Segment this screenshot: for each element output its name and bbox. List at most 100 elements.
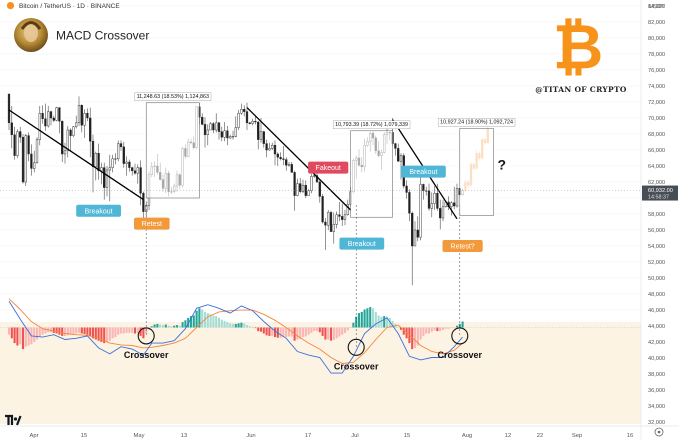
macd-histogram-bar [41, 327, 44, 335]
price-candle [122, 146, 125, 164]
macd-histogram-bar [425, 327, 428, 334]
price-candle [436, 192, 439, 209]
price-candle [21, 136, 25, 183]
macd-histogram-bar [430, 327, 433, 332]
trendline[interactable] [246, 107, 352, 211]
price-candle [259, 131, 263, 140]
signal-line [8, 298, 463, 364]
price-candle [58, 107, 61, 122]
price-candle [142, 192, 145, 212]
price-candle [10, 122, 13, 136]
macd-histogram-bar [341, 327, 344, 335]
macd-histogram-bar [245, 325, 249, 328]
macd-histogram-bar [58, 327, 61, 335]
measurement-box[interactable] [350, 130, 393, 218]
price-candle [282, 158, 285, 160]
measurement-label-box [437, 118, 516, 127]
macd-histogram-bar [89, 327, 92, 336]
macd-histogram-bar [357, 313, 361, 328]
macd-histogram-bar [27, 327, 30, 346]
macd-histogram-bar [240, 322, 243, 328]
macd-histogram-bar [313, 327, 316, 332]
macd-histogram-bar [226, 322, 229, 328]
author-avatar [14, 18, 48, 52]
countdown-label: 14:58:37 [648, 195, 669, 201]
crossover-label: Crossover [124, 350, 169, 360]
time-tick-label: Apr [29, 433, 38, 439]
macd-histogram-bar [159, 324, 162, 328]
price-tick-label: 54,000 [648, 244, 665, 250]
macd-histogram-bar [257, 327, 260, 332]
price-tick-label: 70,000 [648, 116, 665, 122]
macd-histogram-bar [327, 327, 330, 340]
price-tick-label: 64,000 [648, 164, 665, 170]
macd-histogram-bar [63, 327, 67, 336]
macd-pane [0, 298, 641, 374]
macd-histogram-bar [52, 327, 55, 333]
macd-histogram-bar [103, 327, 106, 344]
price-candle [296, 183, 299, 196]
macd-histogram-bar [307, 327, 310, 335]
measurement-box[interactable] [145, 102, 200, 199]
price-candle [450, 202, 453, 208]
macd-histogram-bar [24, 327, 27, 347]
time-settings-icon[interactable] [654, 427, 664, 437]
macd-histogram-bar [411, 327, 414, 350]
macd-histogram-bar [405, 327, 408, 339]
macd-histogram-bar [117, 327, 120, 335]
price-tick-label: 66,000 [648, 148, 665, 154]
price-candle [427, 190, 431, 209]
trendline[interactable] [8, 109, 144, 201]
macd-histogram-bar [66, 327, 69, 336]
price-candle [287, 164, 291, 166]
fakeout-badge-label: Fakeout [316, 165, 341, 172]
macd-histogram-bar [189, 316, 193, 328]
price-candle [265, 143, 268, 151]
macd-histogram-bar [399, 327, 403, 330]
macd-histogram-bar [453, 327, 456, 329]
price-candle [75, 122, 78, 128]
macd-histogram-bar [161, 325, 165, 328]
macd-histogram-bar [192, 315, 195, 328]
price-tick-label: 44,000 [648, 324, 665, 330]
measurement-label-box [134, 92, 212, 102]
crossover-marker [451, 327, 469, 345]
price-candle [335, 214, 338, 225]
macd-histogram-bar [114, 327, 117, 338]
macd-histogram-bar [223, 320, 226, 328]
time-tick-label: Sep [572, 433, 582, 439]
price-candle [44, 118, 47, 127]
measurement-box[interactable] [459, 128, 494, 216]
macd-histogram-bar [231, 323, 235, 328]
macd-histogram-bar [153, 324, 156, 328]
macd-histogram-bar [94, 327, 97, 340]
macd-histogram-bar [388, 317, 391, 328]
price-candle [223, 130, 226, 138]
price-candle [61, 120, 64, 155]
price-tick-label: 36,000 [648, 388, 665, 394]
price-candle [77, 104, 81, 124]
crossover-marker [347, 338, 365, 356]
price-candle [203, 124, 207, 136]
price-candle [231, 136, 235, 138]
time-axis[interactable]: Apr 15 May 13 Jun 17 Jul 15 Aug 12 22 Sep 16 [0, 425, 679, 439]
macd-histogram-bar [282, 327, 285, 338]
macd-histogram-bar [72, 327, 75, 335]
price-candle [408, 192, 411, 214]
price-candle [307, 190, 310, 196]
symbol-title[interactable]: Bitcoin / TetherUS · 1D · BINANCE [19, 3, 120, 10]
macd-histogram-bar [61, 327, 64, 336]
macd-histogram-bar [299, 327, 302, 339]
measurement-label-box [332, 120, 411, 130]
price-candle [422, 184, 425, 192]
price-candle [416, 229, 419, 238]
time-tick-label: 12 [505, 433, 511, 439]
price-candle [301, 184, 305, 192]
price-candle [243, 108, 246, 112]
breakout-badge-label: Breakout [348, 241, 376, 248]
price-axis[interactable]: 84,000 82,000 80,000 78,000 76,000 74,000 72,0… [640, 0, 678, 440]
macd-histogram-bar [173, 325, 176, 328]
price-candle [313, 175, 316, 177]
macd-histogram-bar [259, 327, 263, 332]
